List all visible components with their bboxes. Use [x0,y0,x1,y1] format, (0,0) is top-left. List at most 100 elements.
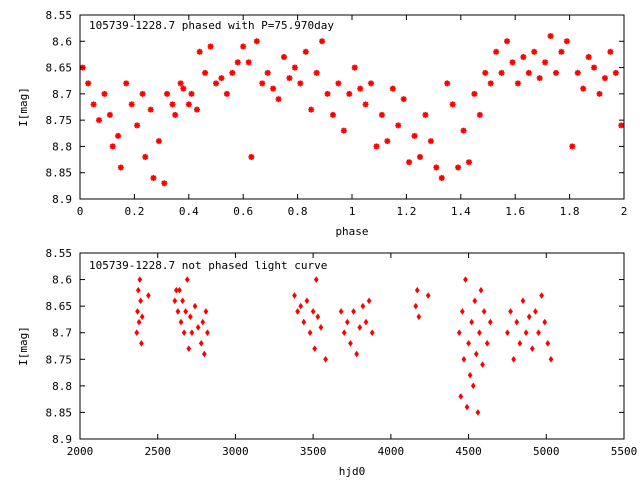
x-tick-label: 4500 [455,445,482,458]
y-tick-label: 8.7 [52,88,72,101]
data-point [569,143,576,150]
data-point [487,318,493,326]
data-point [223,90,230,97]
data-point [362,101,369,108]
data-point [139,90,146,97]
data-point [203,308,209,315]
data-point [456,329,462,337]
data-point [366,297,372,305]
x-tick-label: 2500 [144,445,171,458]
data-point [200,318,206,326]
data-point [469,318,475,326]
data-point [547,33,554,40]
data-point [395,122,402,129]
x-tick-label: 0 [77,205,84,218]
bottom-chart-xlabel: hjd0 [339,465,366,478]
data-point [517,340,523,347]
data-point [357,324,363,331]
data-point [459,308,465,315]
data-point [471,90,478,97]
data-point [480,361,485,368]
data-point [545,340,551,347]
data-point [85,80,92,87]
data-point [335,80,342,87]
data-point [473,350,479,358]
data-point [509,59,516,66]
x-tick-label: 4000 [378,445,405,458]
data-point [536,75,543,82]
data-point [298,302,304,310]
data-point [164,90,171,97]
data-point [425,292,431,299]
data-point [467,371,473,379]
y-tick-label: 8.8 [52,140,72,153]
data-point [618,122,625,129]
x-tick-label: 0.6 [233,205,253,218]
data-point [169,101,176,108]
y-tick-label: 8.55 [46,247,73,260]
data-point [181,329,187,337]
data-point [302,48,309,55]
data-point [184,276,190,283]
data-point [536,329,541,337]
data-point [458,393,464,400]
data-point [329,111,336,118]
data-point [177,80,184,87]
data-point [202,69,209,76]
data-point [368,80,375,87]
data-point [461,355,467,363]
bottom-chart-title: 105739-1228.7 not phased light curve [89,259,327,272]
data-point [213,80,219,87]
top-chart-title: 105739-1228.7 phased with P=75.970day [89,19,334,32]
data-point [533,308,538,315]
data-point [264,69,271,76]
data-point [183,308,189,315]
data-point [591,64,598,71]
data-point [369,329,375,337]
data-point [346,90,353,97]
data-point [449,101,456,108]
data-point [308,106,315,113]
data-point [307,329,313,337]
y-tick-label: 8.65 [46,300,73,313]
data-point [463,276,468,283]
data-point [601,75,608,82]
data-point [173,286,179,294]
data-point [482,69,489,76]
data-point [477,329,482,337]
data-point [134,329,140,337]
data-point [574,69,581,76]
data-point [101,90,108,97]
data-point [470,382,476,390]
data-point [487,80,494,87]
data-point [319,38,326,45]
x-tick-label: 5500 [611,445,638,458]
data-point [135,308,140,315]
data-point [324,90,331,97]
data-point [384,138,391,145]
data-point [411,132,418,139]
y-tick-label: 8.9 [52,433,72,446]
data-point [612,69,619,76]
data-point [178,318,184,326]
data-point [508,308,513,315]
data-point [310,308,316,315]
data-point [525,69,532,76]
data-point [248,153,255,160]
data-point [259,80,266,87]
bottom-chart-panel: 2000 2500 3000 3500 4000 4500 5000 5500 8.55 8.6 8… [17,247,637,478]
data-point [378,111,385,118]
data-point [96,117,103,124]
y-tick-label: 8.85 [46,167,73,180]
data-point [297,80,304,87]
data-point [172,111,179,118]
x-tick-label: 5000 [533,445,560,458]
data-point [520,297,526,305]
data-point [348,340,353,347]
y-tick-label: 8.6 [52,35,72,48]
y-tick-label: 8.9 [52,193,72,206]
data-point [161,180,168,187]
y-tick-label: 8.75 [46,353,73,366]
data-point [253,38,260,45]
